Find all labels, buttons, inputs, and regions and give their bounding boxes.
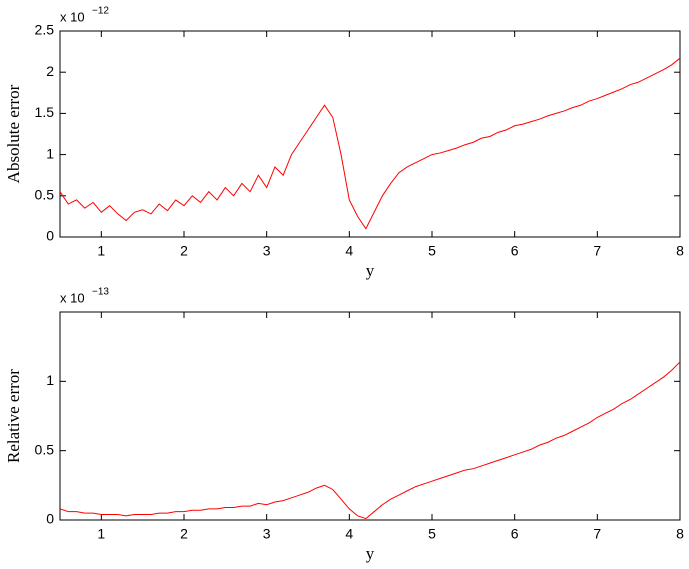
- y-tick-label: 1.5: [35, 104, 55, 120]
- y-exponent: −12: [92, 6, 109, 17]
- data-line: [59, 57, 681, 230]
- y-tick-label: 2.5: [35, 22, 55, 38]
- x-tick-label: 5: [428, 526, 436, 542]
- y-tick-label: 0.5: [35, 187, 55, 203]
- x-tick-label: 6: [511, 243, 519, 259]
- y-axis-label: Absolute error: [4, 84, 23, 183]
- x-tick-label: 2: [180, 526, 188, 542]
- x-tick-label: 7: [593, 243, 601, 259]
- x-tick-label: 5: [428, 243, 436, 259]
- x-tick-label: 3: [263, 243, 271, 259]
- x-tick-label: 4: [345, 243, 353, 259]
- x-tick-label: 4: [345, 526, 353, 542]
- x-tick-label: 7: [593, 526, 601, 542]
- x-tick-label: 8: [676, 526, 684, 542]
- y-multiplier: x 10: [60, 9, 85, 24]
- x-axis-label: y: [366, 544, 375, 563]
- y-axis-label: Relative error: [4, 369, 23, 463]
- x-tick-label: 1: [97, 526, 105, 542]
- x-tick-label: 3: [263, 526, 271, 542]
- x-tick-label: 2: [180, 243, 188, 259]
- plot-area: [59, 311, 681, 521]
- y-tick-label: 1: [46, 372, 54, 388]
- plot-area: [59, 30, 681, 238]
- data-line: [59, 361, 681, 520]
- x-axis-label: y: [366, 261, 375, 280]
- y-exponent: −13: [92, 287, 109, 298]
- y-tick-label: 1: [46, 145, 54, 161]
- y-multiplier: x 10: [60, 290, 85, 305]
- x-tick-label: 1: [97, 243, 105, 259]
- x-tick-label: 6: [511, 526, 519, 542]
- y-tick-label: 0: [46, 511, 54, 527]
- y-tick-label: 0.5: [35, 441, 55, 457]
- y-tick-label: 2: [46, 63, 54, 79]
- y-tick-label: 0: [46, 228, 54, 244]
- x-tick-label: 8: [676, 243, 684, 259]
